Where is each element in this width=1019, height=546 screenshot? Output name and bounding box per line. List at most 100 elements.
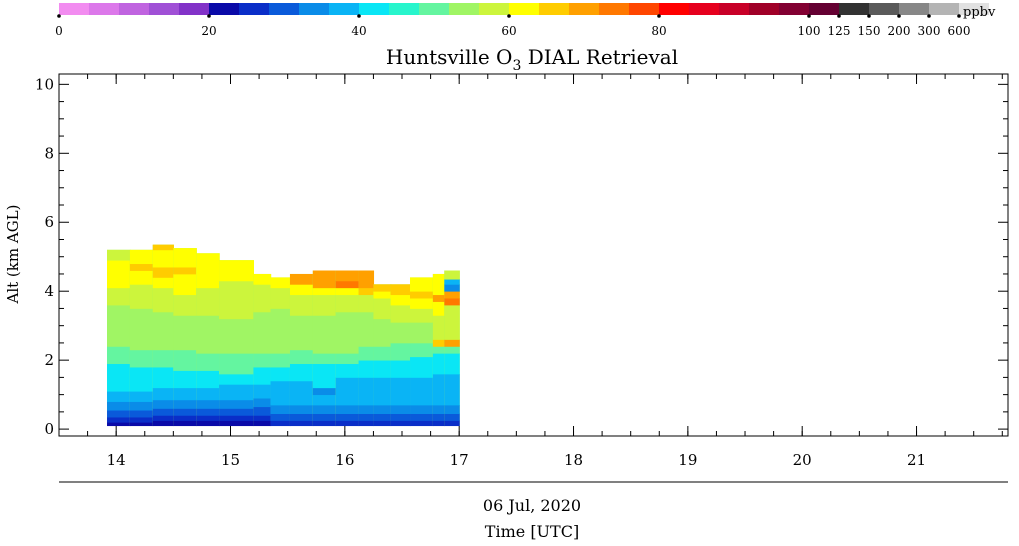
heatmap-cell [410,420,434,427]
heatmap-cell [270,287,291,309]
heatmap-cell [390,294,411,306]
heatmap-cell [390,413,411,421]
heatmap-cell [173,294,197,316]
heatmap-cell [358,404,375,414]
y-tick-label: 2 [44,351,54,369]
colorbar-segment [539,3,569,15]
heatmap-cell [335,270,360,282]
heatmap-cell [358,311,375,347]
y-tick-label: 6 [44,213,54,231]
colorbar: 0 20 40 60 80 100 125 150 200 300 600 [55,3,989,38]
heatmap-cell [444,346,460,354]
heatmap-cell [152,399,174,409]
x-tick-label: 18 [564,451,583,469]
heatmap-cell [253,420,272,427]
colorbar-segment [809,3,839,15]
heatmap-cell [312,270,337,289]
heatmap-cell [196,370,220,389]
x-tick-label: 15 [221,451,240,469]
heatmap-cell [410,322,434,344]
colorbar-tick-label: 0 [55,24,63,38]
heatmap-cell [289,349,314,364]
colorbar-tick-mark [927,14,931,18]
colorbar-tick-mark [867,14,871,18]
heatmap-cell [129,284,154,309]
heatmap-cell [173,370,197,389]
heatmap-cell [390,377,411,406]
heatmap-cell [196,415,220,421]
heatmap-cell [444,420,460,427]
heatmap-cell [107,363,131,392]
x-tick-label: 16 [335,451,354,469]
heatmap-cell [444,279,460,285]
heatmap-cell [289,315,314,351]
heatmap-cell [107,260,131,289]
heatmap-cell [312,294,337,316]
heatmap-cell [107,304,131,347]
heatmap-cell [270,380,291,406]
colorbar-segment [269,3,299,15]
colorbar-tick-mark [807,14,811,18]
heatmap-cell [253,398,272,408]
colorbar-segment [599,3,629,15]
heatmap-cell [152,415,174,421]
colorbar-tick-label: 125 [828,24,851,38]
heatmap-cell [107,391,131,402]
heatmap-cell [129,249,154,265]
colorbar-tick-label: 60 [501,24,516,38]
heatmap-cell [373,291,392,299]
heatmap-cell [219,373,254,385]
heatmap-cell [432,294,445,302]
heatmap-cell [335,377,360,406]
heatmap-cell [444,413,460,421]
heatmap-cell [358,346,375,361]
colorbar-segment [929,3,959,15]
heatmap-cell [444,304,460,340]
heatmap-cell [196,420,220,427]
heatmap-cell [129,417,154,423]
colorbar-segment [59,3,89,15]
colorbar-segment [959,3,989,15]
heatmap-cell [335,404,360,414]
heatmap-cell [358,413,375,421]
heatmap-cell [312,315,337,354]
heatmap-cell [335,287,360,296]
heatmap-cell [444,284,460,292]
heatmap-cell [312,287,337,296]
heatmap-cell [432,413,445,421]
colorbar-tick-label: 300 [918,24,941,38]
heatmap-cell [390,342,411,361]
heatmap-cell [270,420,291,427]
chart-title-rest: DIAL Retrieval [521,45,678,69]
y-tick-label: 4 [44,282,54,300]
heatmap-cell [152,408,174,416]
heatmap-cell [152,244,174,251]
heatmap-cell [373,404,392,414]
heatmap-cell [270,308,291,354]
colorbar-segment [149,3,179,15]
heatmap-cell [152,349,174,368]
colorbar-segment [389,3,419,15]
heatmap-cell [219,280,254,320]
heatmap-cell [219,399,254,409]
heatmap-cell [432,404,445,414]
heatmap-cell [253,415,272,421]
heatmap-cell [107,417,131,423]
chart-title-subscript: 3 [512,58,521,74]
x-tick-label: 17 [450,451,469,469]
heatmap-cell [289,380,314,406]
colorbar-tick-mark [57,14,61,18]
colorbar-tick-label: 100 [798,24,821,38]
colorbar-segment [869,3,899,15]
heatmap-cell [444,353,460,375]
heatmap-cell [358,420,375,427]
heatmap-cell [432,346,445,354]
heatmap-cell [129,410,154,418]
heatmap-cell [410,291,434,299]
heatmap-cell [335,420,360,427]
colorbar-segment [509,3,539,15]
heatmap-cell [390,304,411,323]
colorbar-tick-mark [207,14,211,18]
heatmap-cell [152,287,174,313]
heatmap-cell [358,377,375,406]
